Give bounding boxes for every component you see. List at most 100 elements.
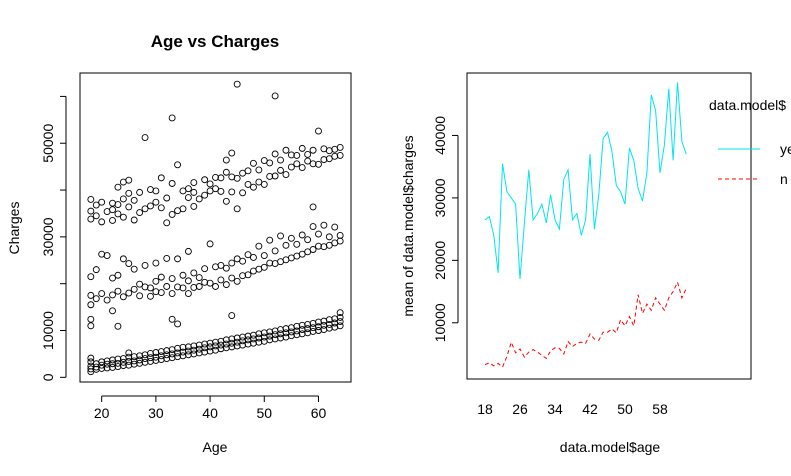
scatter-point <box>109 217 116 224</box>
scatter-point <box>141 355 149 363</box>
scatter-point <box>163 194 171 202</box>
scatter-point <box>109 274 116 282</box>
scatter-point <box>168 354 176 362</box>
scatter-point <box>195 341 203 349</box>
scatter-point <box>130 265 138 273</box>
scatter-point <box>233 174 241 182</box>
scatter-point <box>239 333 247 341</box>
scatter-point <box>130 285 138 293</box>
scatter-point <box>217 341 225 349</box>
scatter-point <box>206 240 214 248</box>
scatter-point <box>239 189 247 197</box>
scatter-point <box>103 296 111 304</box>
scatter-point <box>249 335 257 343</box>
scatter-point <box>266 159 274 167</box>
scatter-point <box>271 247 279 255</box>
scatter-point <box>190 179 198 187</box>
scatter-point <box>163 355 171 363</box>
scatter-point <box>109 291 116 299</box>
scatter-point <box>168 114 176 122</box>
scatter-point <box>336 318 344 326</box>
scatter-point <box>114 271 122 279</box>
scatter-point <box>109 307 116 315</box>
scatter-point <box>277 326 284 334</box>
scatter-point <box>163 347 171 355</box>
scatter-y-tick-label: 30000 <box>40 217 56 256</box>
scatter-point <box>157 348 165 356</box>
scatter-point <box>212 342 219 350</box>
scatter-point <box>201 191 209 199</box>
scatter-point <box>282 325 290 333</box>
scatter-point <box>282 171 290 179</box>
scatter-point <box>309 160 317 168</box>
scatter-point <box>163 351 171 359</box>
scatter-point <box>184 247 192 255</box>
scatter-x-axis: 20 30 40 50 60 <box>94 395 326 421</box>
scatter-point <box>277 334 284 342</box>
scatter-x-tick-label: 30 <box>148 405 164 421</box>
scatter-point <box>184 343 192 351</box>
scatter-point <box>201 278 209 286</box>
scatter-point <box>244 180 252 188</box>
scatter-point <box>298 164 306 172</box>
scatter-point <box>130 353 138 361</box>
scatter-point <box>184 351 192 359</box>
scatter-point <box>293 151 301 159</box>
scatter-point <box>168 275 176 282</box>
scatter-point <box>179 352 187 360</box>
scatter-point <box>233 205 241 213</box>
scatter-point <box>136 280 144 288</box>
scatter-point <box>249 254 257 261</box>
scatter-point <box>304 320 312 328</box>
scatter-point <box>141 261 149 269</box>
scatter-point <box>287 328 295 336</box>
scatter-point <box>201 344 209 352</box>
scatter-point <box>190 350 198 358</box>
scatter-point <box>184 185 192 193</box>
scatter-y-label: Charges <box>6 202 22 255</box>
scatter-point <box>239 257 247 265</box>
line-series-group <box>484 82 687 368</box>
scatter-point <box>92 201 100 209</box>
line-x-label: data.model$age <box>560 439 661 455</box>
scatter-point <box>147 354 154 362</box>
scatter-point <box>260 263 268 271</box>
scatter-point <box>125 361 133 369</box>
scatter-point <box>304 157 312 165</box>
scatter-point <box>157 352 165 360</box>
scatter-point <box>179 284 187 292</box>
scatter-point <box>331 223 339 231</box>
scatter-x-tick-label: 50 <box>256 405 272 421</box>
scatter-point <box>266 328 274 336</box>
scatter-point <box>298 144 306 152</box>
scatter-point <box>87 322 95 330</box>
scatter-point <box>98 361 106 369</box>
scatter-point <box>217 276 225 284</box>
scatter-point <box>103 357 111 365</box>
scatter-point <box>136 209 144 216</box>
scatter-point <box>174 320 182 328</box>
scatter-point <box>217 261 225 269</box>
scatter-point <box>336 151 344 159</box>
scatter-point <box>277 330 284 338</box>
scatter-point <box>152 187 160 195</box>
scatter-point <box>114 355 122 363</box>
scatter-point <box>87 301 95 309</box>
scatter-point <box>271 331 279 339</box>
scatter-point <box>271 172 279 180</box>
scatter-point <box>298 321 306 329</box>
scatter-point <box>168 315 176 323</box>
scatter-point <box>287 234 295 242</box>
scatter-point <box>298 231 306 239</box>
scatter-point <box>87 273 95 281</box>
scatter-point <box>239 337 247 345</box>
scatter-point <box>271 92 279 100</box>
scatter-point <box>168 350 176 358</box>
scatter-point <box>98 218 106 226</box>
scatter-panel: Age vs Charges 20 30 40 50 60 0 10000 30000 500… <box>6 32 352 455</box>
scatter-point <box>157 356 165 363</box>
line-x-tick-label: 50 <box>617 401 633 417</box>
scatter-point <box>157 174 165 182</box>
scatter-point <box>163 254 171 262</box>
scatter-point <box>217 345 225 353</box>
